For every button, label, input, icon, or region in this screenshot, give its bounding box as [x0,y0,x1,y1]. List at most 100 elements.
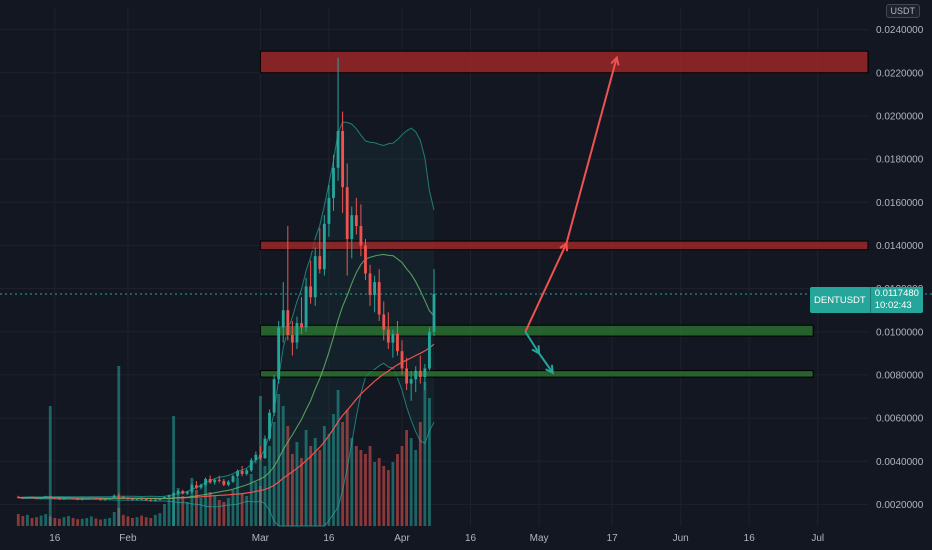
bar-countdown: 10:02:43 [874,300,912,311]
candle-body [57,498,61,500]
time-axis[interactable]: 16 Feb Mar 16 Apr 16 May 17 Jun 16 Jul [49,533,824,544]
volume-bar [409,438,413,526]
volume-bar [85,518,89,526]
volume-bar [364,454,367,526]
x-tick-label: Feb [119,533,137,544]
candle-body [144,499,148,501]
candle-body [185,491,189,494]
candle-body [258,454,262,459]
candle-body [131,498,134,500]
volume-bar [163,504,166,526]
candle-body [432,293,436,332]
volume-bar [245,496,249,526]
candlesticks[interactable] [16,57,436,502]
volume-bar [350,438,354,526]
candle-body [377,282,381,315]
x-tick-label: 16 [465,533,477,544]
volume-bar [268,446,271,526]
volume-bar [418,422,422,526]
candle-body [204,478,207,485]
candle-body [117,495,121,497]
band-fill [18,122,435,526]
volume-bar [405,430,409,526]
grid-lines [0,8,868,526]
candle-body [44,496,48,498]
candle-body [39,497,43,499]
candle-body [359,225,363,246]
candle-body [281,310,285,328]
candle-body [76,498,80,500]
currency-badge[interactable]: USDT [885,4,920,18]
candle-body [272,379,276,413]
candle-body [364,245,367,274]
candle-body [53,497,57,499]
candle-body [391,333,395,343]
candle-body [322,223,326,270]
volume-bar [382,466,386,526]
y-tick-label: 0.0100000 [876,327,924,338]
volume-spike [117,366,121,526]
candle-body [263,438,267,459]
support-zone [259,370,814,378]
volume-bar [322,426,326,526]
last-price-value: 0.0117480 [874,288,919,299]
candle-body [199,484,203,488]
candle-body [368,273,372,296]
price-value-box: 0.0117480 10:02:43 [869,287,923,313]
volume-bar [327,434,331,526]
candle-body [108,498,112,500]
candle-body [386,329,390,343]
volume-bar [149,518,153,526]
candle-body [327,197,331,224]
volume-bars [16,366,431,526]
candle-body [121,496,125,499]
candle-body [428,331,431,369]
candle-body [309,286,313,298]
volume-bar [62,517,66,526]
volume-bar [158,513,162,526]
volume-bar [249,474,253,526]
volume-bar [131,518,134,526]
volume-bar [30,518,34,526]
candle-body [181,491,185,494]
volume-bar [386,470,390,526]
candle-body [190,485,194,492]
candle-body [217,479,221,481]
volume-bar [414,450,418,526]
volume-bar [121,514,125,526]
volume-bar [144,517,148,526]
volume-bar [25,514,29,526]
x-tick-label: 16 [323,533,335,544]
candle-body [48,496,52,498]
volume-spike [48,406,52,526]
volume-bar [428,398,431,526]
last-price-label: DENTUSDT 0.0117480 10:02:43 [810,287,923,313]
volume-bar [108,518,112,526]
volume-bar [35,517,38,526]
x-tick-label: Jul [811,533,824,544]
volume-bar [423,382,427,526]
volume-bar [185,502,189,526]
band-lower [18,362,435,527]
volume-bar [354,446,358,526]
candle-body [249,460,253,471]
volume-bar [57,518,61,526]
candle-body [354,215,358,226]
y-tick-label: 0.0040000 [876,457,924,468]
volume-bar [373,462,377,526]
volume-spike [172,416,176,526]
candle-body [195,485,198,488]
volume-bar [400,446,404,526]
volume-bar [281,406,285,526]
price-axis[interactable]: 0.0020000 0.0040000 0.0060000 0.0080000 0.01… [876,25,924,511]
volume-bar [16,514,20,526]
candle-body [163,497,166,499]
volume-bar [272,422,276,526]
candle-body [318,256,322,270]
candle-body [231,476,235,482]
projection-arrows[interactable] [524,55,620,375]
candle-body [268,412,271,439]
candle-body [336,131,340,168]
volume-bar [99,519,102,526]
